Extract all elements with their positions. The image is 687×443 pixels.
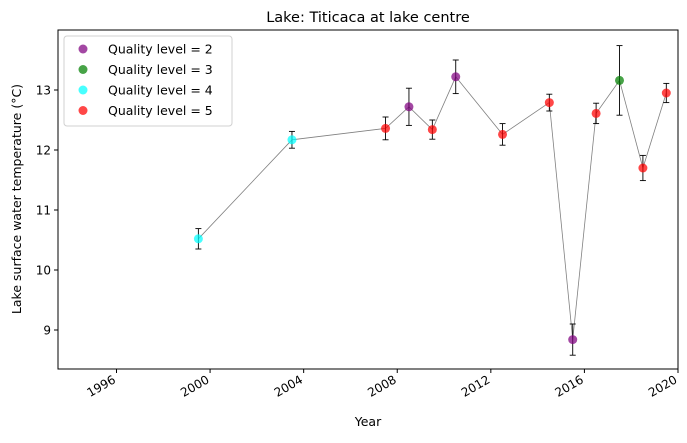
legend-marker xyxy=(78,44,88,54)
legend: Quality level = 2 Quality level = 3 Qualit… xyxy=(63,35,233,127)
y-axis-label: Lake surface water temperature (°C) xyxy=(9,84,24,314)
data-points-layer xyxy=(193,72,671,345)
x-tick-label: 2016 xyxy=(552,372,585,399)
x-axis-label: Year xyxy=(354,414,382,429)
y-tick-label: 10 xyxy=(36,264,51,278)
data-point-quality-5 xyxy=(544,98,554,108)
data-point-quality-5 xyxy=(498,129,508,139)
x-tick-label: 2004 xyxy=(272,372,305,399)
y-tick-label: 12 xyxy=(36,144,51,158)
legend-label: Quality level = 3 xyxy=(108,62,213,77)
legend-marker xyxy=(78,65,88,74)
data-point-quality-2 xyxy=(451,72,461,82)
y-tick-label: 13 xyxy=(36,84,51,98)
data-point-quality-5 xyxy=(638,163,648,173)
data-point-quality-5 xyxy=(591,108,601,118)
data-point-quality-5 xyxy=(427,125,437,135)
data-point-quality-3 xyxy=(615,75,625,85)
data-point-quality-4 xyxy=(287,135,297,145)
x-tick-label: 2000 xyxy=(178,372,211,399)
legend-marker xyxy=(78,85,88,95)
error-bars-layer xyxy=(195,45,670,356)
x-tick-label: 2008 xyxy=(365,372,398,399)
data-point-quality-2 xyxy=(568,335,578,345)
data-point-quality-2 xyxy=(404,102,414,112)
x-tick-label: 2020 xyxy=(646,372,679,399)
plot-frame xyxy=(57,29,679,370)
legend-label: Quality level = 4 xyxy=(108,83,213,98)
data-point-quality-4 xyxy=(193,234,203,244)
y-tick-label: 11 xyxy=(36,204,51,218)
legend-label: Quality level = 2 xyxy=(108,42,213,57)
legend-label: Quality level = 5 xyxy=(108,103,213,118)
legend-marker xyxy=(78,106,88,115)
data-point-quality-5 xyxy=(381,123,391,133)
legend-box xyxy=(63,35,233,127)
data-point-quality-5 xyxy=(661,88,671,98)
chart-title: Lake: Titicaca at lake centre xyxy=(266,10,470,26)
x-tick-label: 1996 xyxy=(85,372,118,399)
x-tick-label: 2012 xyxy=(459,372,492,399)
y-tick-label: 9 xyxy=(43,324,51,338)
